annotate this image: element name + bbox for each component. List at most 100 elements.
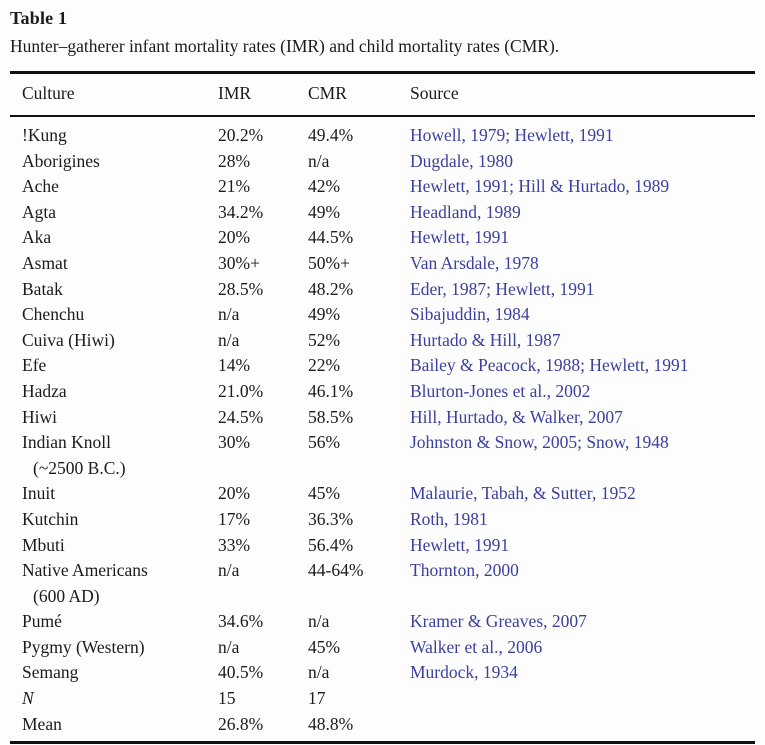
culture-name: Pumé bbox=[22, 611, 62, 632]
imr-value: 14% bbox=[218, 355, 251, 376]
imr-value: 17% bbox=[218, 508, 251, 529]
cmr-value: 45% bbox=[308, 636, 341, 657]
table-row: Mbuti 33% 56.4% Hewlett, 1991 bbox=[22, 533, 755, 559]
table-row: Semang 40.5% n/a Murdock, 1934 bbox=[22, 660, 755, 686]
imr-value: n/a bbox=[218, 304, 240, 325]
table-row: Agta 34.2% 49% Headland, 1989 bbox=[22, 200, 755, 226]
culture-name: Agta bbox=[22, 201, 57, 222]
culture-name: Hadza bbox=[22, 380, 67, 401]
imr-value: 20.2% bbox=[218, 125, 264, 145]
table-row: !Kung 20.2% 49.4% Howell, 1979; Hewlett,… bbox=[22, 123, 755, 149]
culture-name: Native Americans bbox=[22, 560, 148, 581]
source-citation[interactable]: Hewlett, 1991 bbox=[410, 534, 510, 555]
culture-name: Hiwi bbox=[22, 406, 57, 427]
table-header-rule bbox=[10, 114, 755, 117]
cmr-value: 49% bbox=[308, 304, 341, 325]
imr-value: 34.6% bbox=[218, 611, 264, 632]
culture-name: !Kung bbox=[22, 125, 67, 145]
source-citation[interactable]: Eder, 1987; Hewlett, 1991 bbox=[410, 278, 595, 299]
imr-value: 40.5% bbox=[218, 662, 264, 683]
source-citation[interactable]: Blurton-Jones et al., 2002 bbox=[410, 380, 591, 401]
culture-name-line2: (~2500 B.C.) bbox=[33, 457, 126, 478]
table-row: Kutchin 17% 36.3% Roth, 1981 bbox=[22, 507, 755, 533]
source-citation[interactable]: Roth, 1981 bbox=[410, 508, 488, 529]
table-row: Pumé 34.6% n/a Kramer & Greaves, 2007 bbox=[22, 609, 755, 635]
culture-name: Asmat bbox=[22, 252, 68, 273]
table-row: Inuit 20% 45% Malaurie, Tabah, & Sutter,… bbox=[22, 481, 755, 507]
cmr-value: 58.5% bbox=[308, 406, 354, 427]
cmr-value: 45% bbox=[308, 483, 341, 504]
source-citation[interactable]: Dugdale, 1980 bbox=[410, 150, 514, 171]
imr-value: 28% bbox=[218, 150, 251, 171]
source-citation[interactable]: Hill, Hurtado, & Walker, 2007 bbox=[410, 406, 623, 427]
table-row: Ache 21% 42% Hewlett, 1991; Hill & Hurta… bbox=[22, 174, 755, 200]
cmr-value: 49.4% bbox=[308, 125, 354, 145]
table-top-rule bbox=[10, 71, 755, 74]
culture-name: Indian Knoll bbox=[22, 432, 111, 453]
table-caption: Hunter–gatherer infant mortality rates (… bbox=[10, 36, 560, 56]
imr-value: 30%+ bbox=[218, 252, 260, 273]
cmr-value: n/a bbox=[308, 150, 330, 171]
source-citation[interactable]: Murdock, 1934 bbox=[410, 662, 518, 683]
column-header-cmr: CMR bbox=[308, 82, 347, 103]
culture-name: Aka bbox=[22, 227, 52, 248]
cmr-value: 46.1% bbox=[308, 380, 354, 401]
paper-table-figure: Table 1 Hunter–gatherer infant mortality… bbox=[10, 8, 755, 745]
culture-name: N bbox=[22, 688, 34, 709]
culture-name: Cuiva (Hiwi) bbox=[22, 329, 115, 350]
cmr-value: 36.3% bbox=[308, 508, 354, 529]
culture-name: Mean bbox=[22, 713, 62, 734]
culture-name: Chenchu bbox=[22, 304, 85, 325]
source-citation[interactable]: Van Arsdale, 1978 bbox=[410, 252, 539, 273]
table-bottom-rule bbox=[10, 741, 755, 745]
culture-name: Aborigines bbox=[22, 150, 100, 171]
imr-value: 15 bbox=[218, 688, 236, 709]
source-citation[interactable]: Hurtado & Hill, 1987 bbox=[410, 329, 561, 350]
table-row: Aborigines 28% n/a Dugdale, 1980 bbox=[22, 149, 755, 175]
source-citation[interactable]: Howell, 1979; Hewlett, 1991 bbox=[410, 125, 614, 145]
culture-name: Ache bbox=[22, 176, 59, 197]
column-header-source: Source bbox=[410, 82, 459, 103]
table-row: Chenchu n/a 49% Sibajuddin, 1984 bbox=[22, 302, 755, 328]
cmr-value: 48.2% bbox=[308, 278, 354, 299]
culture-name: Inuit bbox=[22, 483, 56, 504]
source-citation[interactable]: Sibajuddin, 1984 bbox=[410, 304, 530, 325]
imr-value: n/a bbox=[218, 636, 240, 657]
table-row: Batak 28.5% 48.2% Eder, 1987; Hewlett, 1… bbox=[22, 277, 755, 303]
source-citation[interactable]: Bailey & Peacock, 1988; Hewlett, 1991 bbox=[410, 355, 689, 376]
source-citation[interactable]: Kramer & Greaves, 2007 bbox=[410, 611, 587, 632]
culture-name: Batak bbox=[22, 278, 63, 299]
imr-value: n/a bbox=[218, 329, 240, 350]
source-citation[interactable]: Johnston & Snow, 2005; Snow, 1948 bbox=[410, 432, 669, 453]
table-body: !Kung 20.2% 49.4% Howell, 1979; Hewlett,… bbox=[10, 117, 755, 741]
cmr-value: 50%+ bbox=[308, 252, 350, 273]
culture-name: Efe bbox=[22, 355, 47, 376]
table-header-row: Culture IMR CMR Source bbox=[10, 74, 755, 115]
culture-name: Kutchin bbox=[22, 508, 79, 529]
culture-name-line2: (600 AD) bbox=[33, 585, 100, 606]
culture-name: Mbuti bbox=[22, 534, 65, 555]
source-citation[interactable]: Walker et al., 2006 bbox=[410, 636, 543, 657]
source-citation[interactable]: Malaurie, Tabah, & Sutter, 1952 bbox=[410, 483, 636, 504]
cmr-value: n/a bbox=[308, 611, 330, 632]
imr-value: 20% bbox=[218, 227, 251, 248]
table-row: Cuiva (Hiwi) n/a 52% Hurtado & Hill, 198… bbox=[22, 328, 755, 354]
imr-value: 33% bbox=[218, 534, 251, 555]
table-row: Hadza 21.0% 46.1% Blurton-Jones et al., … bbox=[22, 379, 755, 405]
table-title: Table 1 bbox=[10, 8, 68, 28]
cmr-value: 48.8% bbox=[308, 713, 354, 734]
source-citation[interactable]: Thornton, 2000 bbox=[410, 560, 519, 581]
source-citation[interactable]: Headland, 1989 bbox=[410, 201, 521, 222]
table-row: Native Americans (600 AD) n/a 44-64% Tho… bbox=[22, 558, 755, 609]
table-row: Indian Knoll (~2500 B.C.) 30% 56% Johnst… bbox=[22, 430, 755, 481]
cmr-value: 22% bbox=[308, 355, 341, 376]
table-row: Efe 14% 22% Bailey & Peacock, 1988; Hewl… bbox=[22, 353, 755, 379]
table-row: Mean 26.8% 48.8% bbox=[22, 712, 755, 738]
cmr-value: n/a bbox=[308, 662, 330, 683]
culture-name: Pygmy (Western) bbox=[22, 636, 145, 657]
table-row: Hiwi 24.5% 58.5% Hill, Hurtado, & Walker… bbox=[22, 405, 755, 431]
source-citation[interactable]: Hewlett, 1991; Hill & Hurtado, 1989 bbox=[410, 176, 670, 197]
cmr-value: 17 bbox=[308, 688, 326, 709]
imr-value: 21% bbox=[218, 176, 251, 197]
source-citation[interactable]: Hewlett, 1991 bbox=[410, 227, 510, 248]
